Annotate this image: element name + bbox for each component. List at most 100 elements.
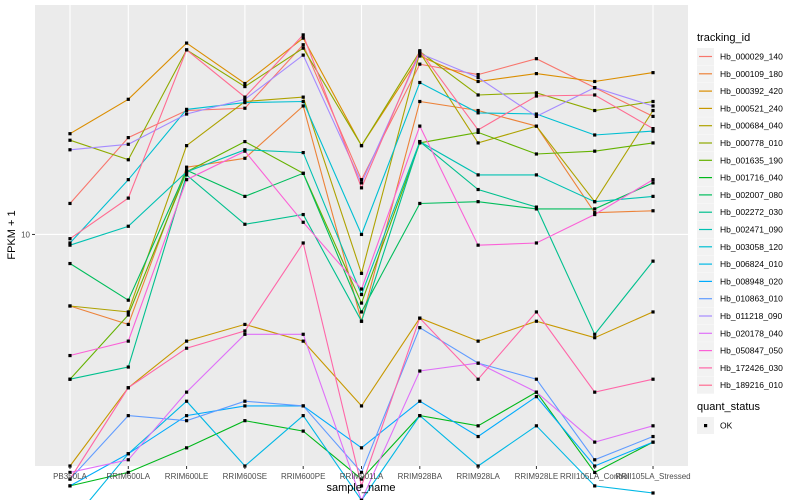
data-point — [68, 201, 72, 206]
data-point — [476, 79, 480, 84]
data-point — [534, 395, 539, 399]
data-point — [68, 237, 72, 241]
data-point — [593, 212, 597, 217]
data-point — [243, 149, 247, 153]
data-point — [359, 271, 364, 275]
data-point — [418, 99, 422, 104]
data-point — [359, 301, 364, 305]
x-tick-label: PB350LA — [53, 472, 87, 481]
data-point — [534, 424, 539, 428]
data-point — [301, 429, 305, 433]
legend-entry-label: OK — [720, 421, 733, 431]
data-point — [243, 419, 247, 423]
data-point — [301, 220, 305, 224]
data-point — [126, 142, 130, 146]
data-point — [184, 144, 189, 148]
data-point — [651, 259, 655, 263]
data-point — [68, 477, 72, 481]
data-point — [593, 484, 597, 488]
data-point — [534, 152, 539, 156]
data-point — [418, 49, 422, 53]
data-point — [476, 339, 480, 343]
data-point — [243, 156, 247, 160]
legend-entry-label: Hb_050847_050 — [720, 346, 783, 356]
data-point — [476, 424, 480, 428]
data-point — [184, 414, 189, 418]
data-point — [651, 424, 655, 428]
data-point — [68, 353, 72, 358]
data-point — [476, 377, 480, 381]
data-point — [476, 130, 480, 135]
legend-title-tracking-id: tracking_id — [697, 32, 750, 44]
data-point — [651, 114, 655, 118]
data-point — [593, 440, 597, 444]
data-point — [534, 241, 539, 245]
data-point — [534, 57, 539, 61]
y-tick-label: 10 — [21, 230, 30, 239]
x-tick-label: RRII105LA_Control — [560, 472, 630, 481]
data-point — [126, 386, 130, 390]
data-point — [651, 178, 655, 182]
data-point — [359, 144, 364, 148]
data-point — [593, 390, 597, 394]
data-point — [651, 310, 655, 314]
data-point — [476, 72, 480, 77]
data-point — [301, 53, 305, 57]
data-point — [243, 101, 247, 105]
data-point — [243, 404, 247, 408]
data-point — [593, 336, 597, 340]
data-point — [593, 200, 597, 204]
data-point — [301, 212, 305, 217]
data-point — [593, 108, 597, 113]
legend-entry-label: Hb_000109_180 — [720, 69, 783, 79]
data-point — [243, 84, 247, 89]
data-point — [184, 446, 189, 450]
data-point — [418, 139, 422, 144]
x-tick-label: RRIM928LA — [456, 472, 500, 481]
data-point — [534, 94, 539, 98]
data-point — [243, 399, 247, 403]
legend-entry-label: Hb_011218_090 — [720, 311, 783, 321]
data-point — [126, 158, 130, 162]
x-axis-title: sample_name — [326, 482, 395, 494]
data-point — [359, 178, 364, 182]
legend-entry-label: Hb_002007_080 — [720, 190, 783, 200]
data-point — [418, 399, 422, 403]
data-point — [593, 86, 597, 90]
data-point — [651, 99, 655, 104]
legend-entry-label: Hb_000392_420 — [720, 86, 783, 96]
data-point — [593, 133, 597, 137]
data-point — [359, 232, 364, 237]
data-point — [476, 128, 480, 132]
data-point — [534, 91, 539, 95]
legend-entry-label: Hb_001716_040 — [720, 173, 783, 183]
data-point — [418, 201, 422, 206]
data-point — [301, 46, 305, 50]
data-point — [126, 452, 130, 456]
data-point — [359, 310, 364, 314]
data-point — [359, 292, 364, 297]
data-point — [359, 287, 364, 291]
x-tick-label: RRIM928BA — [398, 472, 443, 481]
legend-entry-label: Hb_189216_010 — [720, 380, 783, 390]
data-point — [301, 95, 305, 99]
data-point — [126, 298, 130, 302]
data-point — [126, 322, 130, 327]
data-point — [301, 36, 305, 40]
data-point — [184, 339, 189, 343]
data-point — [126, 414, 130, 418]
data-point — [243, 222, 247, 226]
x-axis: PB350LA RRIM600LA RRIM600LE RRIM600SE RRIM60… — [53, 466, 691, 481]
data-point — [184, 419, 189, 423]
data-point — [651, 129, 655, 133]
data-point — [593, 458, 597, 462]
data-point — [243, 194, 247, 198]
data-point — [301, 150, 305, 155]
data-point — [534, 114, 539, 118]
data-point — [418, 62, 422, 66]
data-point — [243, 81, 247, 86]
data-point — [476, 108, 480, 113]
data-point — [418, 414, 422, 418]
data-point — [418, 316, 422, 320]
